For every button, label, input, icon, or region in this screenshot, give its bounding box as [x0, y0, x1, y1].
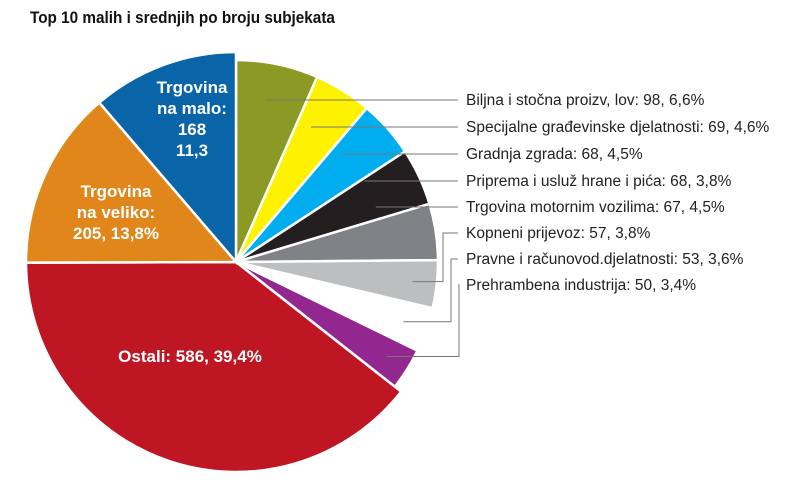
slice-label-2: Gradnja zgrada: 68, 4,5%	[466, 146, 643, 163]
slice-label-0: Biljna i stočna proizv, lov: 98, 6,6%	[466, 92, 705, 109]
slice-label-10-line-1: na malo:	[157, 99, 227, 118]
slice-label-10-line-3: 11,3	[176, 141, 208, 160]
slice-label-6: Pravne i računovod.djelatnosti: 53, 3,6%	[466, 251, 744, 268]
pie-slice-9	[24, 100, 239, 264]
slice-label-8-line-0: Ostali: 586, 39,4%	[118, 347, 262, 366]
slice-label-10-line-0: Trgovina	[157, 78, 228, 97]
leader-line-6	[403, 258, 458, 323]
slice-label-9-line-0: Trgovina	[81, 182, 152, 201]
leader-line-5	[412, 232, 458, 283]
chart-title: Top 10 malih i srednjih po broju subjeka…	[30, 8, 335, 27]
leader-line-7	[386, 284, 460, 357]
slice-label-7: Prehrambena industrija: 50, 3,4%	[466, 277, 696, 294]
slice-label-3: Priprema i usluž hrane i pića: 68, 3,8%	[466, 173, 732, 190]
slice-label-9-line-1: na veliko:	[77, 203, 155, 222]
slice-label-10-line-2: 168	[178, 120, 206, 139]
slice-label-5: Kopneni prijevoz: 57, 3,8%	[466, 225, 651, 242]
slice-label-4: Trgovina motornim vozilima: 67, 4,5%	[466, 199, 725, 216]
pie-slice-8	[24, 260, 403, 474]
slice-label-9-line-2: 205, 13,8%	[73, 224, 159, 243]
pie-slice-10	[97, 50, 238, 266]
slice-label-1: Specijalne građevinske djelatnosti: 69, …	[466, 119, 770, 136]
